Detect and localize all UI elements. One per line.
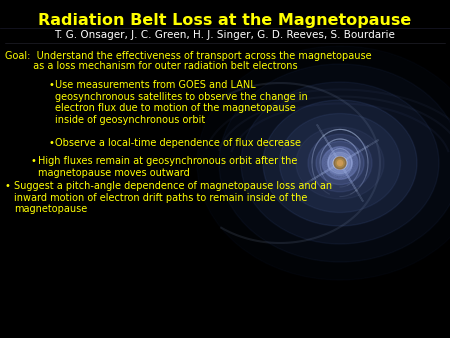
Text: •: • <box>48 80 54 90</box>
Text: Use measurements from GOES and LANL
geosynchronous satellites to observe the cha: Use measurements from GOES and LANL geos… <box>55 80 308 125</box>
Ellipse shape <box>333 157 347 169</box>
Text: High fluxes remain at geosynchronous orbit after the
magnetopause moves outward: High fluxes remain at geosynchronous orb… <box>38 156 297 177</box>
Text: Observe a local-time dependence of flux decrease: Observe a local-time dependence of flux … <box>55 138 301 148</box>
Ellipse shape <box>296 127 384 199</box>
Ellipse shape <box>336 160 344 167</box>
Text: Goal:  Understand the effectiveness of transport across the magnetopause: Goal: Understand the effectiveness of tr… <box>5 51 372 61</box>
Text: as a loss mechanism for outer radiation belt electrons: as a loss mechanism for outer radiation … <box>5 61 297 71</box>
Ellipse shape <box>338 161 342 165</box>
Ellipse shape <box>316 141 364 185</box>
Ellipse shape <box>308 134 372 192</box>
Ellipse shape <box>322 147 358 179</box>
Circle shape <box>338 161 342 166</box>
Text: Radiation Belt Loss at the Magnetopause: Radiation Belt Loss at the Magnetopause <box>38 13 412 28</box>
Ellipse shape <box>219 64 450 262</box>
Ellipse shape <box>328 152 352 174</box>
Text: •: • <box>48 138 54 148</box>
Ellipse shape <box>241 82 439 244</box>
Circle shape <box>334 157 346 169</box>
Ellipse shape <box>279 114 400 213</box>
Text: Suggest a pitch-angle dependence of magnetopause loss and an
inward motion of el: Suggest a pitch-angle dependence of magn… <box>14 181 332 214</box>
Text: T. G. Onsager, J. C. Green, H. J. Singer, G. D. Reeves, S. Bourdarie: T. G. Onsager, J. C. Green, H. J. Singer… <box>54 30 396 40</box>
Ellipse shape <box>263 100 417 226</box>
Circle shape <box>336 159 344 167</box>
Text: •: • <box>5 181 11 191</box>
Text: •: • <box>30 156 36 166</box>
